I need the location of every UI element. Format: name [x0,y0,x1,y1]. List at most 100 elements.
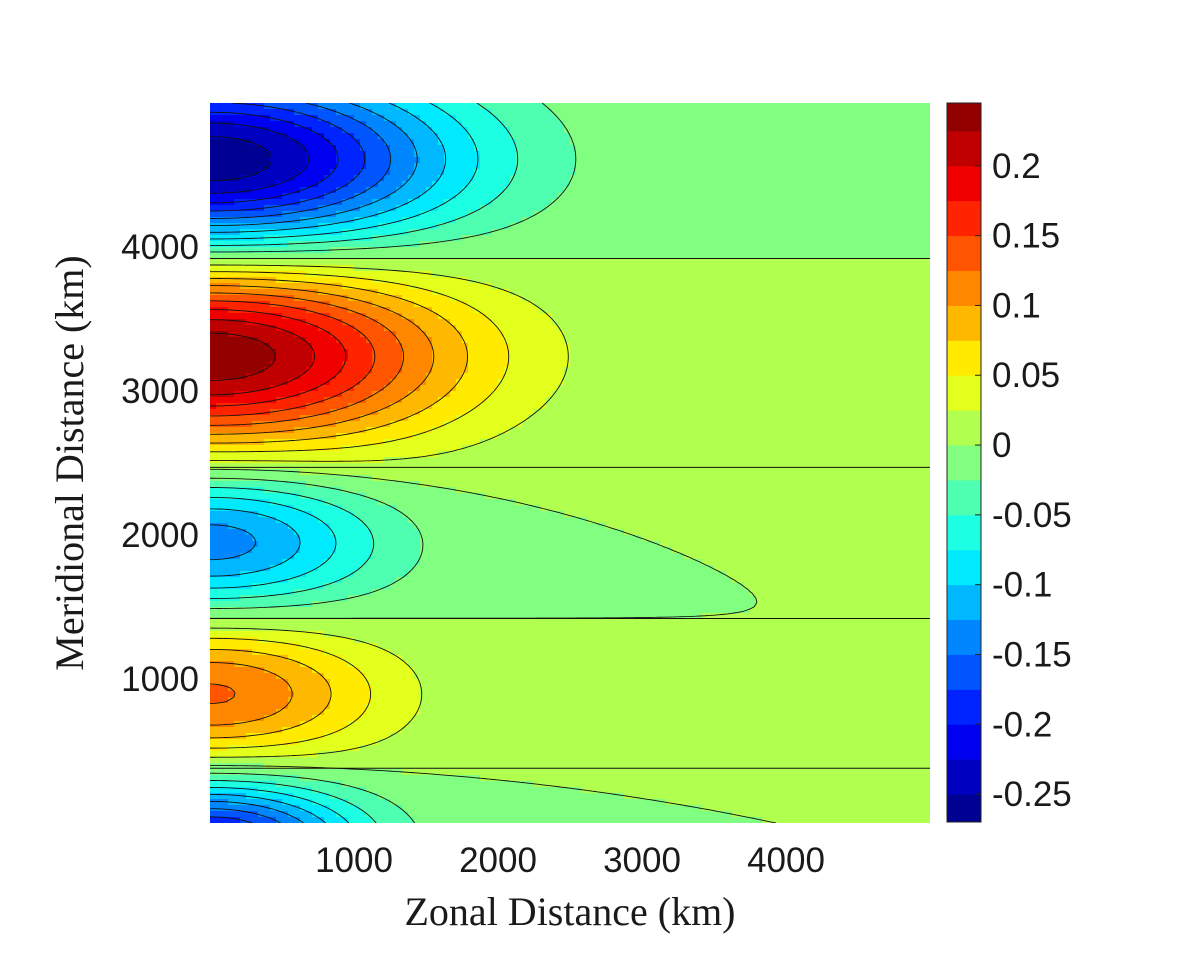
contour-cell [888,163,895,170]
contour-cell [870,223,877,230]
contour-cell [240,157,247,164]
contour-cell [306,115,313,122]
contour-cell [288,181,295,188]
contour-cell [870,175,877,182]
contour-cell [798,241,805,248]
contour-cell [786,265,793,272]
contour-cell [426,169,433,176]
contour-cell [828,151,835,158]
contour-cell [414,283,421,290]
contour-cell [234,301,241,308]
contour-cell [468,193,475,200]
contour-cell [444,205,451,212]
contour-cell [306,127,313,134]
contour-cell [612,349,619,356]
contour-cell [396,253,403,260]
contour-cell [684,271,691,278]
contour-cell [924,157,930,164]
contour-cell [696,277,703,284]
contour-cell [312,121,319,128]
contour-cell [882,145,889,152]
contour-cell [336,265,343,272]
contour-cell [492,181,499,188]
contour-cell [780,295,787,302]
contour-cell [378,253,385,260]
contour-cell [822,175,829,182]
contour-cell [360,139,367,146]
contour-cell [798,193,805,200]
contour-cell [354,349,361,356]
contour-cell [222,121,229,128]
contour-cell [288,301,295,308]
contour-cell [534,187,541,194]
contour-cell [924,253,930,260]
contour-cell [246,301,253,308]
contour-cell [756,301,763,308]
contour-cell [870,265,877,272]
contour-cell [594,187,601,194]
contour-cell [348,229,355,236]
contour-cell [408,337,415,344]
contour-cell [708,271,715,278]
contour-cell [324,175,331,182]
contour-cell [372,283,379,290]
contour-cell [270,235,277,242]
contour-cell [858,295,865,302]
contour-cell [726,109,733,116]
contour-cell [486,163,493,170]
contour-cell [588,247,595,254]
contour-cell [270,229,277,236]
contour-cell [834,181,841,188]
contour-cell [762,133,769,140]
contour-cell [588,241,595,248]
contour-cell [744,319,751,326]
contour-cell [366,133,373,140]
contour-cell [414,253,421,260]
contour-cell [240,139,247,146]
contour-cell [366,145,373,152]
contour-cell [252,109,259,116]
contour-cell [828,157,835,164]
contour-cell [300,235,307,242]
contour-cell [786,331,793,338]
contour-cell [810,313,817,320]
contour-cell [540,337,547,344]
contour-cell [438,127,445,134]
contour-cell [468,313,475,320]
contour-cell [312,103,319,110]
contour-cell [654,247,661,254]
contour-cell [792,283,799,290]
contour-cell [804,127,811,134]
contour-cell [768,163,775,170]
contour-cell [438,241,445,248]
contour-cell [342,157,349,164]
contour-cell [270,319,277,326]
contour-cell [216,175,223,182]
contour-cell [306,349,313,356]
contour-cell [618,115,625,122]
contour-cell [528,103,535,110]
contour-cell [426,313,433,320]
contour-cell [564,307,571,314]
contour-cell [786,337,793,344]
contour-cell [912,175,919,182]
contour-cell [246,247,253,254]
contour-cell [588,301,595,308]
contour-cell [822,163,829,170]
contour-cell [456,133,463,140]
contour-cell [210,253,217,260]
contour-cell [216,247,223,254]
contour-cell [588,169,595,176]
contour-cell [882,205,889,212]
contour-cell [522,145,529,152]
contour-cell [552,331,559,338]
contour-cell [816,235,823,242]
contour-cell [726,325,733,332]
contour-cell [372,235,379,242]
contour-cell [894,265,901,272]
contour-cell [324,121,331,128]
contour-cell [822,295,829,302]
contour-cell [774,277,781,284]
contour-cell [876,229,883,236]
contour-cell [330,187,337,194]
